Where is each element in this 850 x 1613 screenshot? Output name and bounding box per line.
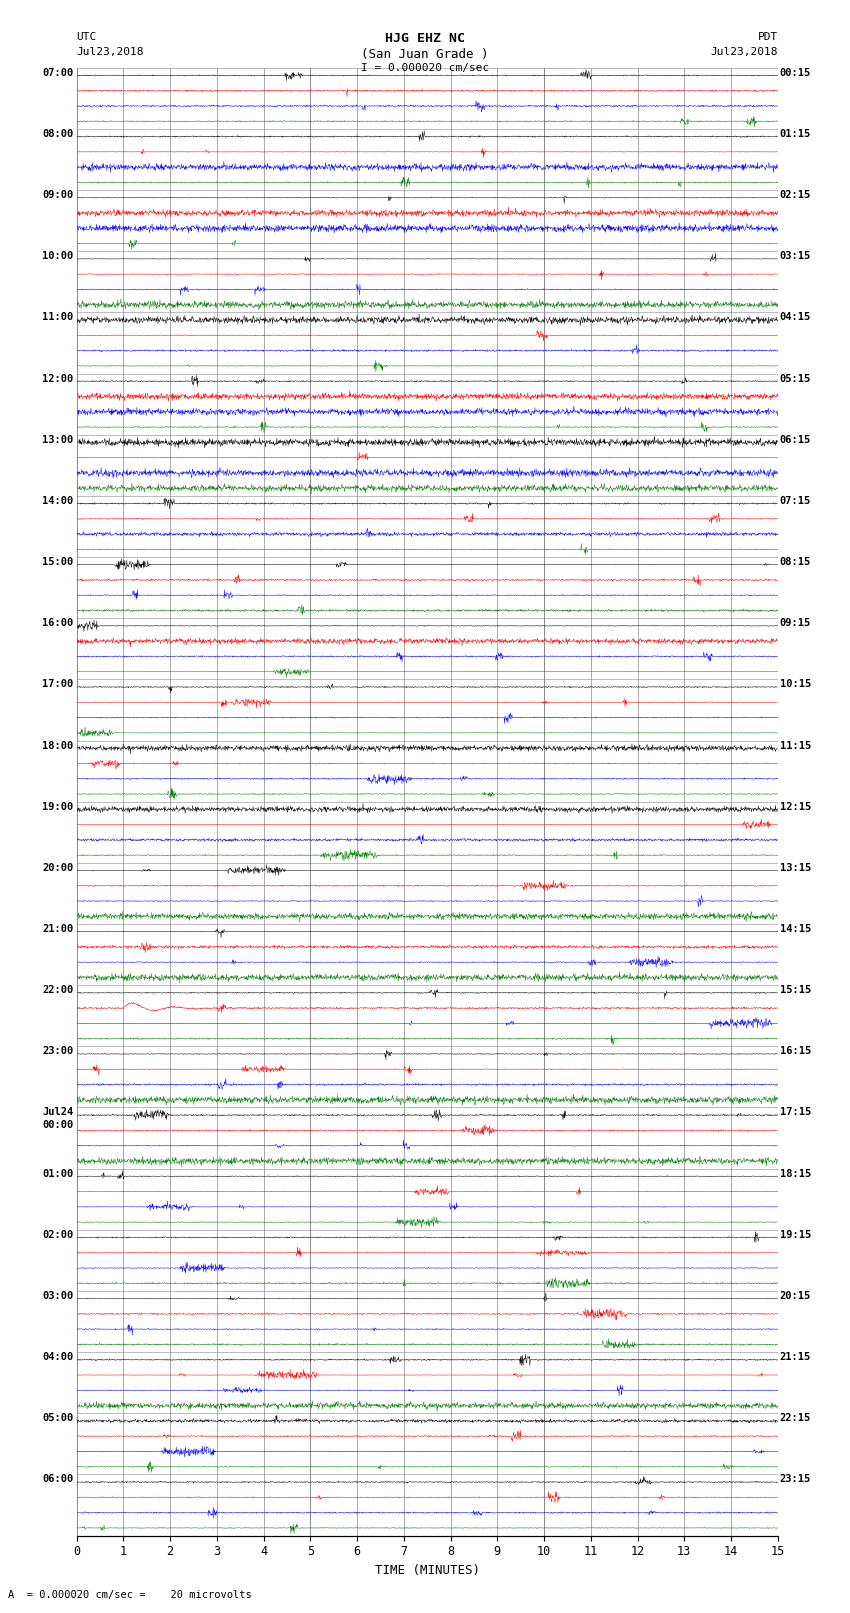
Text: 09:00: 09:00 — [42, 190, 74, 200]
Text: 19:00: 19:00 — [42, 802, 74, 811]
Text: 20:15: 20:15 — [779, 1290, 811, 1302]
Text: 06:00: 06:00 — [42, 1474, 74, 1484]
Text: 14:15: 14:15 — [779, 924, 811, 934]
Text: 20:00: 20:00 — [42, 863, 74, 873]
X-axis label: TIME (MINUTES): TIME (MINUTES) — [375, 1565, 479, 1578]
Text: 02:15: 02:15 — [779, 190, 811, 200]
Text: 22:15: 22:15 — [779, 1413, 811, 1423]
Text: 13:15: 13:15 — [779, 863, 811, 873]
Text: 11:15: 11:15 — [779, 740, 811, 750]
Text: 22:00: 22:00 — [42, 986, 74, 995]
Text: 02:00: 02:00 — [42, 1229, 74, 1240]
Text: 17:00: 17:00 — [42, 679, 74, 689]
Text: (San Juan Grade ): (San Juan Grade ) — [361, 48, 489, 61]
Text: 06:15: 06:15 — [779, 436, 811, 445]
Text: 07:00: 07:00 — [42, 68, 74, 77]
Text: 07:15: 07:15 — [779, 495, 811, 506]
Text: 12:00: 12:00 — [42, 374, 74, 384]
Text: Jul23,2018: Jul23,2018 — [711, 47, 778, 56]
Text: 08:00: 08:00 — [42, 129, 74, 139]
Text: 01:00: 01:00 — [42, 1168, 74, 1179]
Text: 05:15: 05:15 — [779, 374, 811, 384]
Text: 08:15: 08:15 — [779, 556, 811, 568]
Text: 11:00: 11:00 — [42, 313, 74, 323]
Text: 13:00: 13:00 — [42, 436, 74, 445]
Text: 17:15: 17:15 — [779, 1108, 811, 1118]
Text: PDT: PDT — [757, 32, 778, 42]
Text: 15:00: 15:00 — [42, 556, 74, 568]
Text: 04:15: 04:15 — [779, 313, 811, 323]
Text: 18:00: 18:00 — [42, 740, 74, 750]
Text: 12:15: 12:15 — [779, 802, 811, 811]
Text: 03:00: 03:00 — [42, 1290, 74, 1302]
Text: Jul23,2018: Jul23,2018 — [76, 47, 144, 56]
Text: A  = 0.000020 cm/sec =    20 microvolts: A = 0.000020 cm/sec = 20 microvolts — [8, 1590, 252, 1600]
Text: 16:15: 16:15 — [779, 1047, 811, 1057]
Text: I = 0.000020 cm/sec: I = 0.000020 cm/sec — [361, 63, 489, 73]
Text: 00:15: 00:15 — [779, 68, 811, 77]
Text: 01:15: 01:15 — [779, 129, 811, 139]
Text: 05:00: 05:00 — [42, 1413, 74, 1423]
Text: HJG EHZ NC: HJG EHZ NC — [385, 32, 465, 45]
Text: 09:15: 09:15 — [779, 618, 811, 627]
Text: Jul24: Jul24 — [42, 1108, 74, 1118]
Text: UTC: UTC — [76, 32, 97, 42]
Text: 18:15: 18:15 — [779, 1168, 811, 1179]
Text: 21:00: 21:00 — [42, 924, 74, 934]
Text: 16:00: 16:00 — [42, 618, 74, 627]
Text: 10:15: 10:15 — [779, 679, 811, 689]
Text: 23:15: 23:15 — [779, 1474, 811, 1484]
Text: 10:00: 10:00 — [42, 252, 74, 261]
Text: 00:00: 00:00 — [42, 1119, 74, 1129]
Text: 14:00: 14:00 — [42, 495, 74, 506]
Text: 15:15: 15:15 — [779, 986, 811, 995]
Text: 03:15: 03:15 — [779, 252, 811, 261]
Text: 23:00: 23:00 — [42, 1047, 74, 1057]
Text: 21:15: 21:15 — [779, 1352, 811, 1361]
Text: 04:00: 04:00 — [42, 1352, 74, 1361]
Text: 19:15: 19:15 — [779, 1229, 811, 1240]
